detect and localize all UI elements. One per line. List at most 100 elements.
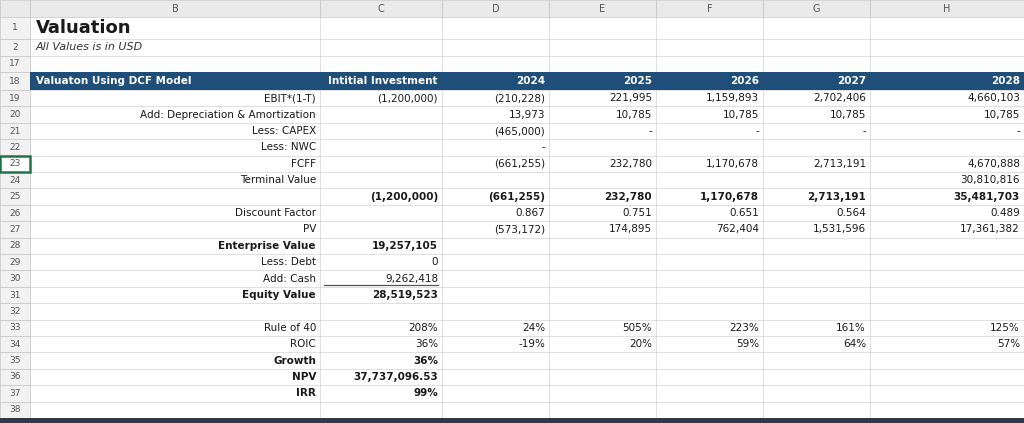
- Bar: [30, 72, 1024, 90]
- Bar: [30, 123, 1024, 139]
- Text: 37: 37: [9, 389, 20, 398]
- Bar: [0, 156, 30, 172]
- Text: 762,404: 762,404: [716, 224, 759, 234]
- Text: Growth: Growth: [273, 356, 316, 365]
- Text: -: -: [756, 126, 759, 136]
- Bar: [0, 254, 30, 270]
- Bar: [442, 0, 549, 17]
- Bar: [30, 320, 1024, 336]
- Text: 2027: 2027: [837, 76, 866, 86]
- Text: 20: 20: [9, 110, 20, 119]
- Text: 232,780: 232,780: [609, 159, 652, 169]
- Text: (210,228): (210,228): [494, 93, 545, 103]
- Bar: [0, 320, 30, 336]
- Text: 2,713,191: 2,713,191: [807, 192, 866, 202]
- Text: IRR: IRR: [296, 388, 316, 398]
- Text: 221,995: 221,995: [609, 93, 652, 103]
- Text: D: D: [492, 3, 500, 14]
- Text: Discount Factor: Discount Factor: [234, 208, 316, 218]
- Text: 17,361,382: 17,361,382: [961, 224, 1020, 234]
- Bar: [0, 172, 30, 188]
- Text: 18: 18: [9, 77, 20, 85]
- Bar: [0, 369, 30, 385]
- Text: 1,170,678: 1,170,678: [700, 192, 759, 202]
- Text: Rule of 40: Rule of 40: [263, 323, 316, 333]
- Text: 10,785: 10,785: [615, 110, 652, 120]
- Text: (661,255): (661,255): [494, 159, 545, 169]
- Text: 24: 24: [9, 176, 20, 185]
- Text: 13,973: 13,973: [509, 110, 545, 120]
- Bar: [0, 336, 30, 352]
- Text: E: E: [599, 3, 605, 14]
- Text: F: F: [707, 3, 713, 14]
- Text: 22: 22: [9, 143, 20, 152]
- Text: 21: 21: [9, 126, 20, 135]
- Bar: [656, 0, 763, 17]
- Text: 223%: 223%: [729, 323, 759, 333]
- Text: 0.651: 0.651: [729, 208, 759, 218]
- Text: C: C: [378, 3, 384, 14]
- Text: 36%: 36%: [415, 339, 438, 349]
- Bar: [0, 221, 30, 238]
- Text: 37,737,096.53: 37,737,096.53: [353, 372, 438, 382]
- Text: 28,519,523: 28,519,523: [372, 290, 438, 300]
- Bar: [30, 72, 1024, 90]
- Text: Equity Value: Equity Value: [243, 290, 316, 300]
- Text: 19: 19: [9, 94, 20, 103]
- Text: 26: 26: [9, 209, 20, 217]
- Bar: [30, 0, 319, 17]
- Text: 28: 28: [9, 241, 20, 250]
- Text: 2028: 2028: [991, 76, 1020, 86]
- Text: 0.867: 0.867: [515, 208, 545, 218]
- Text: 30: 30: [9, 274, 20, 283]
- Text: 38: 38: [9, 405, 20, 414]
- Text: 1,531,596: 1,531,596: [813, 224, 866, 234]
- Bar: [0, 270, 30, 287]
- Bar: [0, 303, 30, 320]
- Text: -: -: [862, 126, 866, 136]
- Text: 57%: 57%: [997, 339, 1020, 349]
- Bar: [30, 139, 1024, 156]
- Text: 125%: 125%: [990, 323, 1020, 333]
- Bar: [30, 254, 1024, 270]
- Text: Terminal Value: Terminal Value: [240, 175, 316, 185]
- Text: B: B: [172, 3, 178, 14]
- Text: Intitial Investment: Intitial Investment: [329, 76, 438, 86]
- Text: (1,200,000): (1,200,000): [370, 192, 438, 202]
- Bar: [30, 156, 1024, 172]
- Text: 2,702,406: 2,702,406: [813, 93, 866, 103]
- Text: Add: Cash: Add: Cash: [263, 274, 316, 283]
- Text: 32: 32: [9, 307, 20, 316]
- Text: 2: 2: [12, 43, 17, 52]
- Bar: [549, 0, 656, 17]
- Text: 161%: 161%: [837, 323, 866, 333]
- Text: 24%: 24%: [522, 323, 545, 333]
- Text: 20%: 20%: [629, 339, 652, 349]
- Text: NPV: NPV: [292, 372, 316, 382]
- Bar: [30, 303, 1024, 320]
- Text: 35,481,703: 35,481,703: [953, 192, 1020, 202]
- Bar: [0, 107, 30, 123]
- Bar: [0, 188, 30, 205]
- Text: ROIC: ROIC: [290, 339, 316, 349]
- Text: 33: 33: [9, 323, 20, 332]
- Text: 1,159,893: 1,159,893: [706, 93, 759, 103]
- Text: 2024: 2024: [516, 76, 545, 86]
- Text: 0.564: 0.564: [837, 208, 866, 218]
- Bar: [30, 401, 1024, 418]
- Text: Less: Debt: Less: Debt: [261, 257, 316, 267]
- Bar: [319, 0, 442, 17]
- Bar: [30, 352, 1024, 369]
- Text: 64%: 64%: [843, 339, 866, 349]
- Text: -: -: [1016, 126, 1020, 136]
- Bar: [0, 17, 30, 39]
- Text: 99%: 99%: [414, 388, 438, 398]
- Text: 4,670,888: 4,670,888: [967, 159, 1020, 169]
- Text: 25: 25: [9, 192, 20, 201]
- Text: 23: 23: [9, 159, 20, 168]
- Text: 10,785: 10,785: [829, 110, 866, 120]
- Bar: [30, 369, 1024, 385]
- Text: G: G: [813, 3, 820, 14]
- Text: 0: 0: [431, 257, 438, 267]
- Text: EBIT*(1-T): EBIT*(1-T): [264, 93, 316, 103]
